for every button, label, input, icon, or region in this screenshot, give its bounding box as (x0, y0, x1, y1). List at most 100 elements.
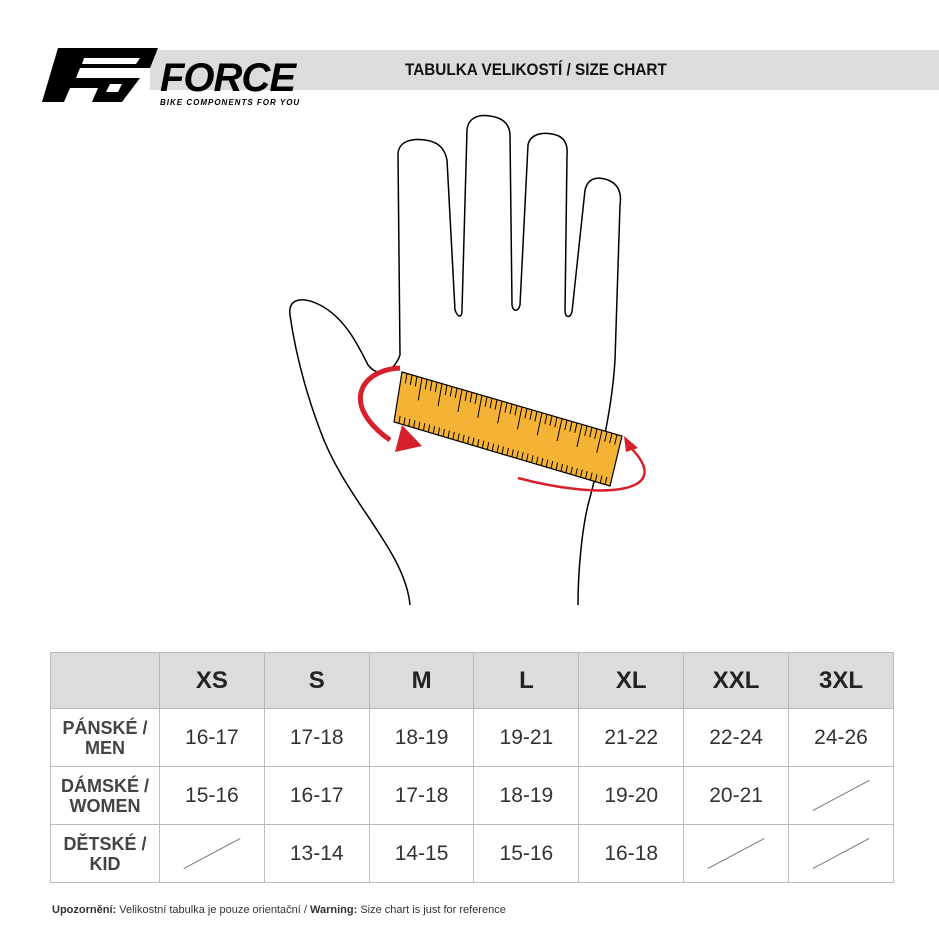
tape-tick (550, 460, 554, 469)
tape-tick (555, 462, 559, 471)
size-value: 14-15 (368, 824, 475, 883)
size-value: 24-26 (788, 708, 894, 767)
size-table: XS S M L XL XXL 3XL PÁNSKÉ / MEN 16-17 17-… (50, 652, 894, 883)
tape-tick (467, 436, 470, 444)
size-m: M (368, 652, 475, 709)
tape-tick (569, 421, 573, 432)
size-value: 19-21 (473, 708, 580, 767)
tape-tick (408, 418, 411, 427)
tape-tick (534, 411, 538, 422)
tape-tick (614, 434, 618, 445)
tape-tick (594, 428, 598, 439)
tape-tick (437, 383, 443, 407)
size-value: 15-16 (473, 824, 580, 883)
tape-tick (570, 466, 573, 475)
warning-note: Upozornění: Velikostní tabulka je pouze … (52, 904, 506, 916)
tape-tick (447, 430, 450, 439)
size-xs: XS (158, 652, 265, 709)
tape-tick (540, 458, 544, 466)
tape-tick (452, 431, 455, 440)
tape-tick (422, 423, 426, 431)
tape-tick (496, 444, 500, 453)
tape-tick (434, 382, 438, 393)
row-label: DĚTSKÉ / KID (50, 824, 160, 883)
tape-ticks (398, 373, 618, 485)
size-xl: XL (578, 652, 685, 709)
header-band (150, 50, 939, 90)
tape-tick (457, 389, 463, 413)
tape-tick (589, 427, 593, 438)
tape-tick (524, 408, 528, 419)
tape-tick (404, 373, 408, 384)
tape-tick (414, 376, 418, 387)
table-row: DÁMSKÉ / WOMEN 15-16 16-17 17-18 18-19 19-20 2… (50, 766, 894, 825)
tape-tick (516, 406, 523, 430)
tape-tick (574, 422, 578, 434)
tape-tick (576, 424, 583, 447)
tape-tick (413, 420, 416, 428)
row-label-text: DĚTSKÉ / KID (63, 833, 147, 874)
tape-tick (474, 393, 478, 404)
arrow-left-icon (357, 365, 401, 443)
tape-tick (429, 380, 433, 391)
row-label: DÁMSKÉ / WOMEN (50, 766, 160, 825)
tape-tick (549, 415, 553, 426)
tape-tick (504, 402, 508, 413)
size-value: 20-21 (683, 766, 790, 825)
tape-tick (494, 399, 498, 410)
note-text-en: Size chart is just for reference (357, 904, 506, 916)
force-logo-icon (42, 48, 158, 102)
not-available-slash (707, 838, 765, 869)
tape-tick (477, 395, 483, 418)
tape-tick (497, 400, 503, 424)
size-xxl: XXL (683, 652, 790, 709)
tape-tick (516, 450, 519, 459)
tape-tick (437, 427, 440, 436)
size-value: 17-18 (368, 766, 475, 825)
arrowhead-left-icon (395, 425, 422, 452)
tape-tick (589, 472, 593, 481)
tape-tick (604, 431, 608, 442)
tape-tick (529, 409, 533, 420)
tape-tick (484, 396, 488, 407)
tape-tick (403, 417, 406, 425)
not-available-cell (158, 824, 265, 883)
size-3xl: 3XL (788, 652, 894, 709)
tape-tick (556, 418, 563, 442)
size-value: 21-22 (578, 708, 685, 767)
tape-tick (444, 385, 448, 396)
page-title: TABULKA VELIKOSTÍ / SIZE CHART (405, 60, 667, 79)
arrow-right-icon (517, 444, 646, 492)
tape-tick (594, 474, 598, 482)
corner-cell (50, 652, 160, 709)
table-row: PÁNSKÉ / MEN 16-17 17-18 18-19 19-21 21-22 22-… (50, 708, 894, 767)
tape-tick (432, 426, 436, 434)
tape-tick (554, 416, 558, 428)
tape-tick (398, 415, 401, 424)
tape-tick (535, 456, 539, 465)
brand-name: FORCE (160, 56, 296, 100)
tape-tick (472, 437, 475, 446)
tape-tick (476, 439, 480, 447)
note-label-en: Warning: (310, 904, 358, 916)
tape-tick (424, 379, 428, 390)
tape-tick (514, 405, 518, 416)
size-value: 22-24 (683, 708, 790, 767)
tape-tick (462, 434, 465, 443)
tape-tick (417, 377, 423, 401)
tape-tick (565, 465, 568, 474)
tape-tick (491, 443, 495, 452)
tape-tick (575, 468, 578, 476)
not-available-slash (812, 838, 870, 869)
size-value: 17-18 (263, 708, 370, 767)
tape-tick (596, 430, 603, 453)
size-s: S (263, 652, 370, 709)
not-available-cell (683, 824, 790, 883)
tape-tick (580, 469, 583, 478)
size-value: 18-19 (368, 708, 475, 767)
size-value: 18-19 (473, 766, 580, 825)
tape-tick (530, 455, 534, 463)
size-value: 16-17 (263, 766, 370, 825)
hand-measurement-illustration (289, 114, 646, 606)
tape-tick (418, 421, 421, 430)
